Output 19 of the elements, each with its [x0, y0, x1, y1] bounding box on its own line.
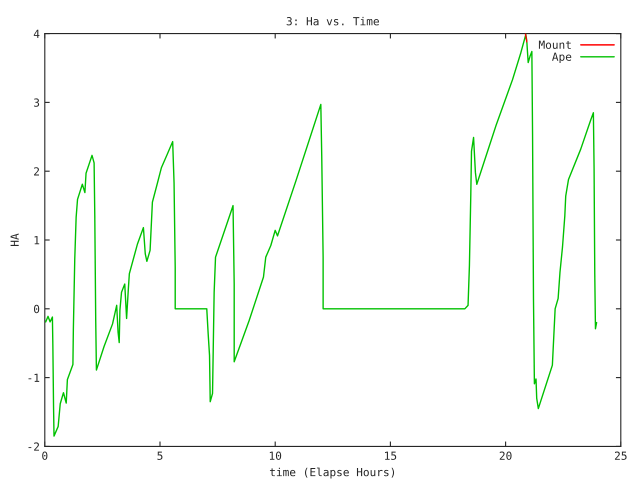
y-tick-label: -2	[28, 442, 39, 451]
x-tick-label: 20	[500, 452, 512, 460]
legend-label: Ape	[552, 52, 572, 64]
y-tick-label: 0	[34, 304, 40, 314]
x-tick-label: 5	[157, 452, 162, 460]
y-tick-label: 1	[34, 236, 40, 244]
y-tick-label: 4	[34, 30, 40, 38]
y-tick-label: 3	[34, 98, 40, 107]
line-series	[45, 34, 598, 437]
x-tick-label: 25	[614, 452, 627, 460]
x-tick-label: 10	[270, 452, 282, 460]
chart-title: 3: Ha vs. Time	[286, 16, 379, 26]
y-axis-title: HA	[10, 234, 19, 246]
x-axis-title: time (Elapse Hours)	[270, 468, 394, 478]
y-tick-label: -1	[28, 374, 40, 382]
legend-label: Mount	[538, 40, 571, 49]
x-tick-label: 15	[385, 452, 396, 460]
y-tick-label: 2	[34, 167, 39, 176]
x-tick-label: 0	[42, 452, 48, 460]
